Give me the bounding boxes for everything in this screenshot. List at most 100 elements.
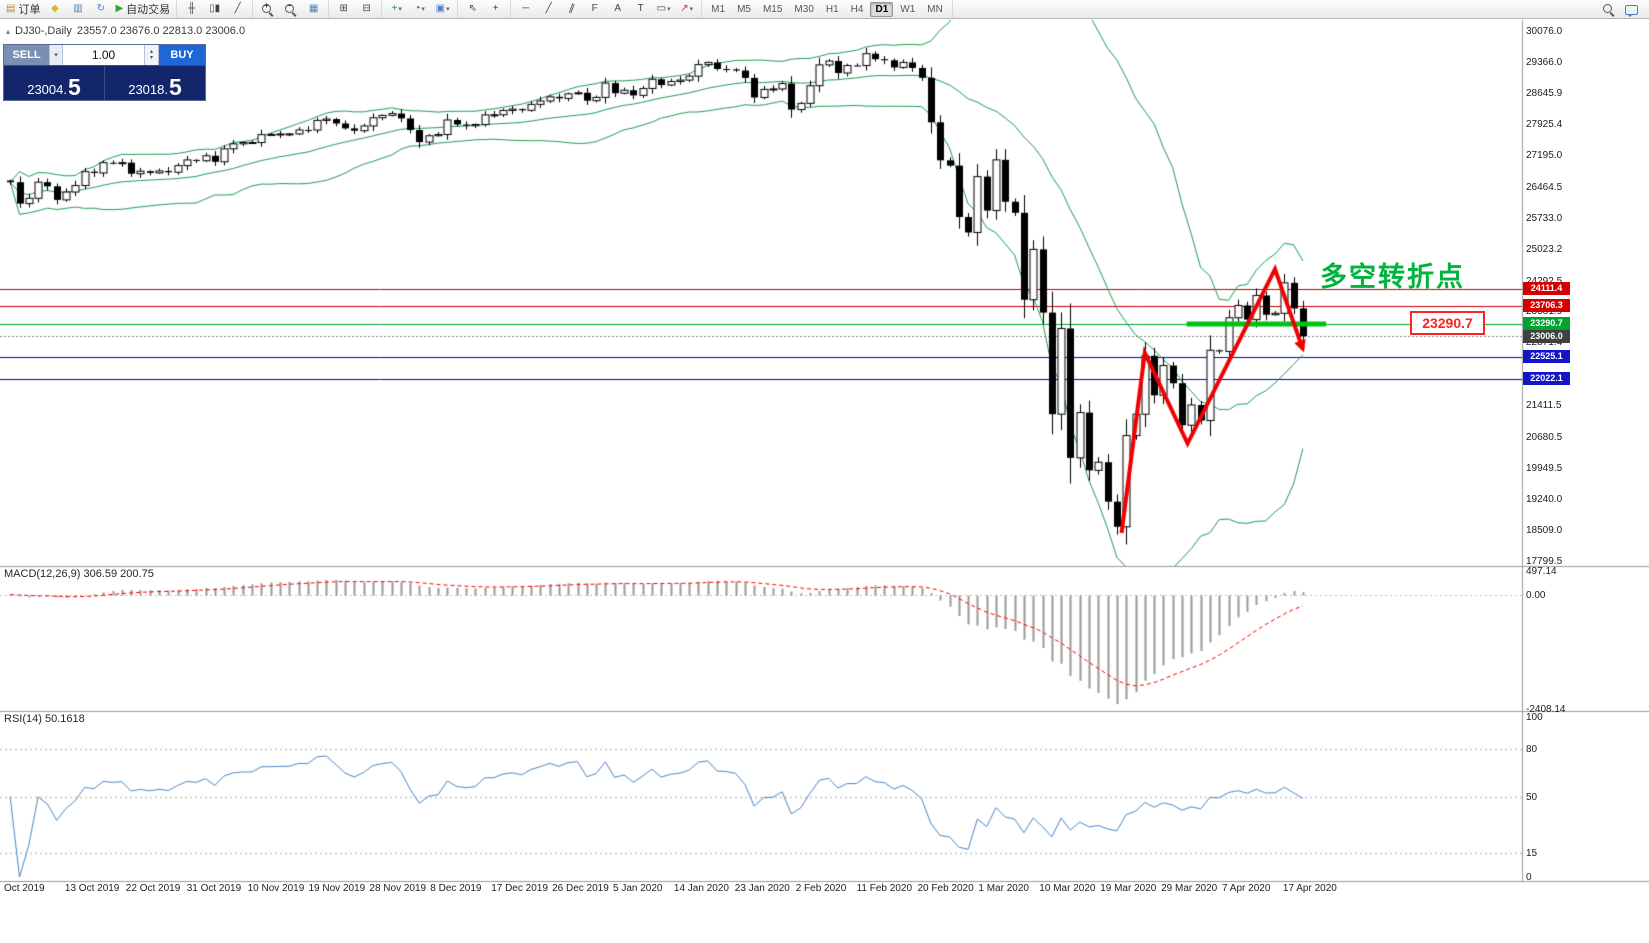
trendline-tool-button[interactable]: ╱ — [537, 0, 560, 18]
tile-windows-button[interactable]: ⊞ — [332, 0, 355, 18]
timeframe-h1-button[interactable]: H1 — [825, 3, 839, 15]
spinner-down-icon: ▾ — [149, 55, 153, 61]
trendline-icon: ╱ — [545, 3, 552, 14]
toolbar: ▤ 订单 ◆ ▥ ↻ ▶ 自动交易 ╫ ▯▮ ╱ + − ▦ ⊞ ⊟ + ▾ ◔ ▾ ▣ ▾ ⇖ + ─ ╱ ∥ F A T ▭ ▾ ↗ ▾ M1… — [0, 0, 1649, 19]
market-watch-button[interactable]: ▥ — [66, 0, 89, 18]
play-icon: ▶ — [115, 3, 124, 14]
tile-icon: ⊞ — [339, 3, 348, 14]
lot-size-input[interactable]: 1.00 — [62, 45, 144, 65]
timeframe-w1-button[interactable]: W1 — [900, 3, 916, 15]
timeframe-d1-button[interactable]: D1 — [870, 1, 894, 17]
new-order-icon: ▤ — [6, 3, 16, 14]
timeframe-mn-button[interactable]: MN — [927, 3, 943, 15]
timeframe-m5-button[interactable]: M5 — [737, 3, 751, 15]
arrow-icon: ↗ — [680, 3, 689, 14]
line-icon: ╱ — [234, 3, 241, 14]
cursor-tool-button[interactable]: ⇖ — [461, 0, 484, 18]
arrange-windows-button[interactable]: ⊟ — [355, 0, 378, 18]
symbol-info: ▴ DJ30-,Daily 23557.0 23676.0 22813.0 23… — [6, 25, 245, 37]
horizontal-line-tool-button[interactable]: ─ — [514, 0, 537, 18]
candles-icon: ▯▮ — [209, 3, 221, 14]
templates-button[interactable]: ▣ ▾ — [431, 0, 454, 18]
chat-button[interactable] — [1620, 0, 1643, 18]
fibonacci-tool-button[interactable]: F — [583, 0, 606, 18]
list-icon: ▥ — [73, 3, 83, 14]
turning-point-annotation: 多空转折点 — [1320, 262, 1465, 292]
rsi-label: RSI(14) 50.1618 — [4, 713, 85, 725]
shapes-icon: ▭ — [656, 3, 667, 14]
chevron-down-icon: ▾ — [54, 52, 58, 59]
toolbar-right-group — [1594, 0, 1649, 18]
symbol-name: DJ30-,Daily — [15, 25, 72, 37]
chevron-down-icon: ▾ — [689, 6, 694, 13]
buy-price-big: 5 — [168, 74, 182, 100]
candle-chart-mode-button[interactable]: ▯▮ — [203, 0, 226, 18]
bar-chart-mode-button[interactable]: ╫ — [180, 0, 203, 18]
arrows-tool-button[interactable]: ↗ ▾ — [675, 0, 698, 18]
chart-grid-button[interactable]: ▦ — [302, 0, 325, 18]
toolbar-group: ⇖ + — [458, 0, 512, 18]
new-order-label: 订单 — [18, 4, 41, 16]
channel-tool-button[interactable]: ∥ — [560, 0, 583, 18]
crosshair-tool-button[interactable]: + — [484, 0, 507, 18]
template-icon: ▣ — [435, 3, 446, 14]
toolbar-group: ⊞ ⊟ — [329, 0, 383, 18]
toolbar-group: ▤ 订单 ◆ ▥ ↻ ▶ 自动交易 — [0, 0, 178, 18]
zoom-in-button[interactable]: + — [256, 0, 279, 18]
shapes-tool-button[interactable]: ▭ ▾ — [652, 0, 675, 18]
chevron-down-icon: ▾ — [446, 6, 450, 13]
chart-area: ▴ DJ30-,Daily 23557.0 23676.0 22813.0 23… — [0, 19, 1649, 943]
chevron-down-icon: ▾ — [421, 6, 425, 13]
grid-icon: ▦ — [308, 3, 319, 14]
alerts-button[interactable]: ◆ — [43, 0, 66, 18]
zoom-in-icon: + — [261, 1, 274, 16]
autotrading-label: 自动交易 — [126, 4, 171, 16]
search-icon — [1602, 3, 1615, 16]
sell-price[interactable]: 23004. 5 — [4, 66, 104, 100]
sell-price-main: 23004. — [27, 82, 67, 97]
line-chart-mode-button[interactable]: ╱ — [226, 0, 249, 18]
new-order-button[interactable]: ▤ 订单 — [3, 0, 43, 18]
price-chart-canvas[interactable] — [0, 19, 1649, 943]
cursor-icon: ⇖ — [468, 3, 477, 14]
timeframe-m15-button[interactable]: M15 — [762, 3, 783, 15]
text-tool-button[interactable]: A — [606, 0, 629, 18]
bell-icon: ◆ — [51, 3, 59, 14]
quick-search-button[interactable] — [1597, 0, 1620, 18]
add-indicator-button[interactable]: + ▾ — [385, 0, 408, 18]
buy-button[interactable]: BUY — [158, 45, 205, 65]
crosshair-icon: + — [492, 3, 499, 14]
sell-button[interactable]: SELL — [4, 45, 49, 65]
cascade-icon: ⊟ — [362, 3, 371, 14]
buy-price-main: 23018. — [128, 82, 168, 97]
channel-icon: ∥ — [567, 2, 577, 15]
fibo-icon: F — [591, 3, 598, 14]
buy-price[interactable]: 23018. 5 — [104, 66, 205, 100]
sell-price-big: 5 — [67, 74, 81, 100]
autotrading-button[interactable]: ▶ 自动交易 — [112, 0, 173, 18]
zoom-out-icon: − — [284, 1, 297, 16]
label-tool-button[interactable]: T — [629, 0, 652, 18]
sell-options-caret[interactable]: ▾ — [49, 45, 62, 65]
price-level-label: 23290.7 — [1410, 311, 1485, 335]
chevron-down-icon: ▾ — [398, 6, 402, 13]
periods-button[interactable]: ◔ ▾ — [408, 0, 431, 18]
symbol-ohlc: 23557.0 23676.0 22813.0 23006.0 — [76, 25, 246, 37]
refresh-icon: ↻ — [96, 3, 106, 14]
zoom-out-button[interactable]: − — [279, 0, 302, 18]
timeframe-m30-button[interactable]: M30 — [794, 3, 814, 15]
chevron-down-icon: ▾ — [667, 6, 671, 13]
chat-icon — [1625, 4, 1638, 17]
lot-spinner[interactable]: ▴ ▾ — [144, 45, 158, 65]
timeframe-m1-button[interactable]: M1 — [711, 3, 726, 15]
timeframe-group: M1 M5 M15 M30 H1 H4 D1 W1 MN — [702, 0, 953, 18]
label-icon: T — [637, 3, 644, 14]
macd-label: MACD(12,26,9) 306.59 200.75 — [4, 568, 154, 580]
text-icon: A — [614, 3, 621, 14]
timeframe-h4-button[interactable]: H4 — [850, 3, 864, 15]
one-click-trading-panel: SELL ▾ 1.00 ▴ ▾ BUY 23004. 5 23018. 5 — [3, 44, 206, 101]
refresh-button[interactable]: ↻ — [89, 0, 112, 18]
toolbar-group: + ▾ ◔ ▾ ▣ ▾ — [382, 0, 459, 18]
spinner-up-icon: ▴ — [149, 49, 153, 55]
